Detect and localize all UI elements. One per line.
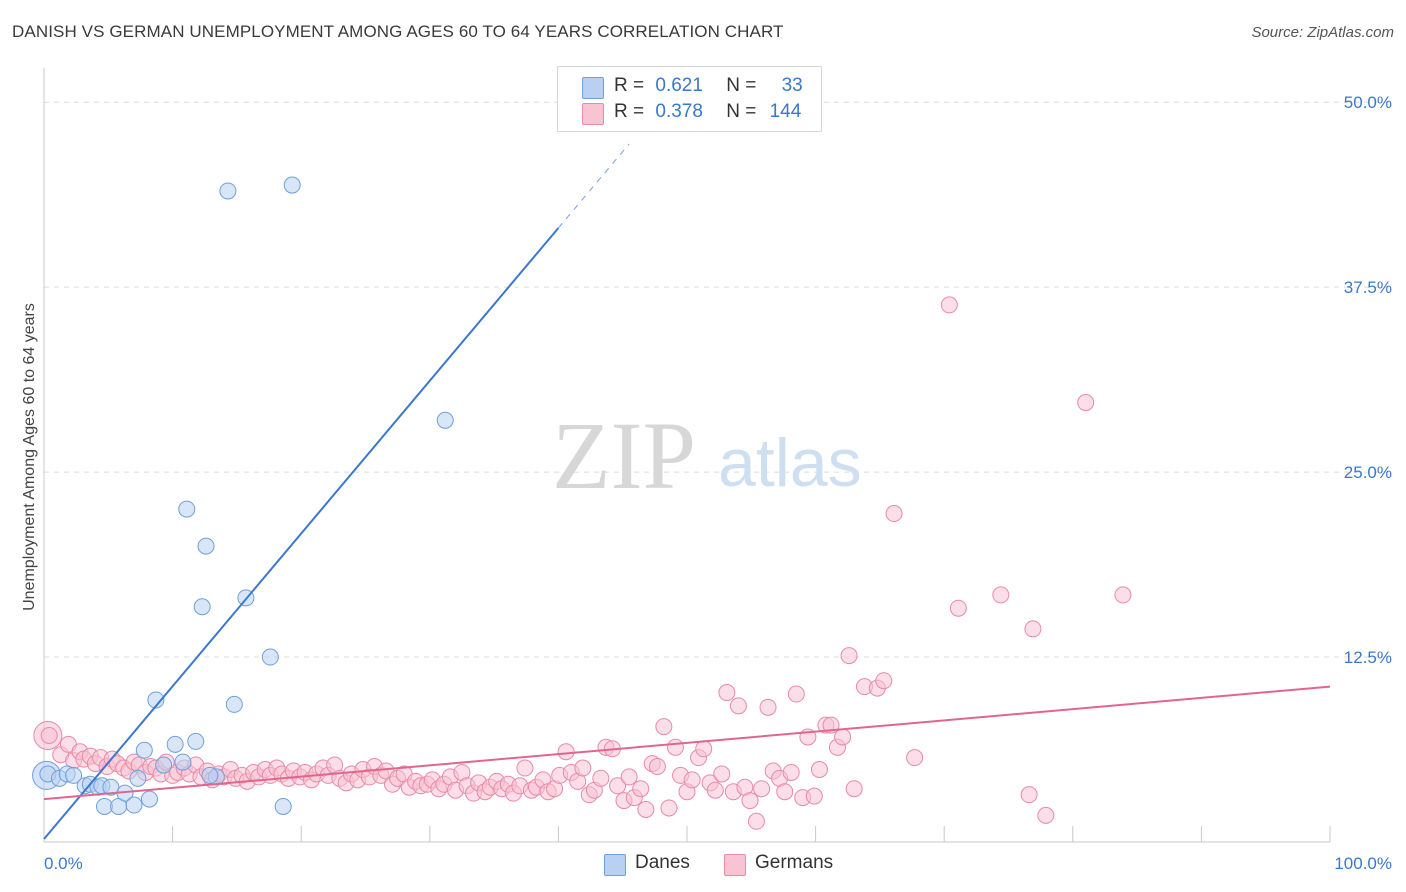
german-point xyxy=(592,769,610,787)
dane-point xyxy=(155,756,173,774)
dane-point xyxy=(225,695,243,713)
german-point xyxy=(906,749,924,767)
dane-point xyxy=(197,537,215,555)
german-point xyxy=(40,726,58,744)
dane-point xyxy=(193,598,211,616)
german-point xyxy=(637,800,655,818)
danes-n-label: N = xyxy=(726,75,757,96)
german-point xyxy=(759,698,777,716)
german-point xyxy=(706,781,724,799)
german-point xyxy=(776,783,794,801)
danes-legend-swatch xyxy=(604,854,626,876)
german-point xyxy=(1077,394,1095,412)
german-point xyxy=(840,647,858,665)
danes-swatch xyxy=(582,77,604,99)
german-point xyxy=(516,759,534,777)
y-tick-label: 12.5% xyxy=(1344,648,1392,667)
watermark: ZIP atlas xyxy=(552,402,862,509)
dane-point xyxy=(95,797,113,815)
dane-point xyxy=(187,732,205,750)
dane-point xyxy=(201,766,219,784)
german-point xyxy=(632,780,650,798)
german-point xyxy=(940,296,958,314)
germans-n-value: 144 xyxy=(769,101,802,122)
dane-point xyxy=(140,790,158,808)
german-point xyxy=(810,760,828,778)
chart-title: DANISH VS GERMAN UNEMPLOYMENT AMONG AGES… xyxy=(12,22,784,41)
germans-legend-swatch xyxy=(724,854,746,876)
germans-trend-line xyxy=(43,685,1331,801)
dane-point xyxy=(178,500,196,518)
germans-r-label: R = xyxy=(614,101,645,122)
dane-point xyxy=(166,735,184,753)
germans-n-label: N = xyxy=(726,101,757,122)
german-point xyxy=(782,763,800,781)
german-point xyxy=(729,697,747,715)
watermark-atlas: atlas xyxy=(718,425,862,501)
german-point xyxy=(1020,786,1038,804)
german-point xyxy=(609,777,627,795)
dane-point xyxy=(129,769,147,787)
german-point xyxy=(885,505,903,523)
german-point xyxy=(683,771,701,789)
tick-labels: 12.5% 25.0% 37.5% 50.0% 0.0% 100.0% xyxy=(44,93,1392,873)
trend-lines xyxy=(43,143,1331,840)
germans-swatch xyxy=(582,103,604,125)
dane-point xyxy=(65,766,83,784)
germans-r-value: 0.378 xyxy=(655,101,703,122)
dane-point xyxy=(102,778,120,796)
german-point xyxy=(1114,586,1132,604)
german-point xyxy=(747,812,765,830)
german-point xyxy=(845,780,863,798)
german-point xyxy=(695,740,713,758)
german-point xyxy=(574,759,592,777)
dane-point xyxy=(174,753,192,771)
german-point xyxy=(655,718,673,736)
german-point xyxy=(787,685,805,703)
germans-legend-label: Germans xyxy=(755,852,834,873)
german-point xyxy=(648,758,666,776)
danes-r-value: 0.621 xyxy=(655,75,703,96)
dane-point xyxy=(219,182,237,200)
dane-point xyxy=(125,796,143,814)
german-point xyxy=(1024,620,1042,638)
watermark-zip: ZIP xyxy=(552,402,696,509)
dane-point xyxy=(135,741,153,759)
dane-point xyxy=(147,691,165,709)
correlation-legend: R = 0.621 N = 33 R = 0.378 N = 144 xyxy=(557,66,822,132)
german-point xyxy=(666,738,684,756)
source-note: Source: ZipAtlas.com xyxy=(1251,24,1394,41)
german-point xyxy=(1037,806,1055,824)
danes-trend-line xyxy=(43,227,560,840)
danes-legend-label: Danes xyxy=(635,852,690,873)
german-point xyxy=(620,768,638,786)
german-point xyxy=(557,743,575,761)
german-point xyxy=(805,787,823,805)
x-tick-label-max: 100.0% xyxy=(1334,854,1392,873)
y-tick-label: 37.5% xyxy=(1344,278,1392,297)
german-point xyxy=(949,599,967,617)
german-point xyxy=(834,728,852,746)
dane-point xyxy=(261,648,279,666)
x-tick-label-min: 0.0% xyxy=(44,854,83,873)
danes-n-value: 33 xyxy=(781,75,803,96)
dane-point xyxy=(436,411,454,429)
axes xyxy=(43,68,1331,843)
german-point xyxy=(875,672,893,690)
german-point xyxy=(718,684,736,702)
german-point xyxy=(992,586,1010,604)
dane-point xyxy=(283,176,301,194)
danes-r-label: R = xyxy=(614,75,645,96)
german-point xyxy=(753,780,771,798)
dane-point xyxy=(274,797,292,815)
gridlines xyxy=(44,101,1392,658)
german-point xyxy=(713,765,731,783)
y-tick-label: 25.0% xyxy=(1344,463,1392,482)
y-tick-label: 50.0% xyxy=(1344,93,1392,112)
danes-series xyxy=(32,176,454,815)
danes-trend-extension xyxy=(558,143,630,229)
german-point xyxy=(660,799,678,817)
german-point xyxy=(741,792,759,810)
